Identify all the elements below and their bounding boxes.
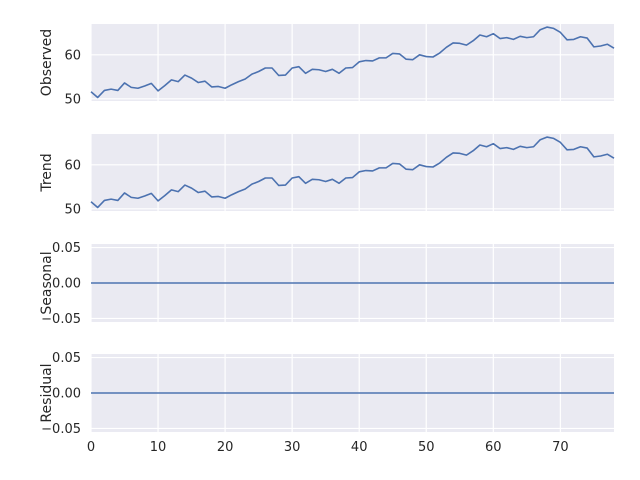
- series-line: [90, 26, 615, 99]
- x-tick-label: 70: [552, 440, 569, 455]
- panel-trend: 50 60 Trend: [39, 134, 615, 217]
- y-tick-label: 0.00: [52, 387, 81, 402]
- x-tick-label: 60: [485, 440, 502, 455]
- y-tick-label: 0.00: [52, 277, 81, 292]
- y-tick-label: 0.05: [52, 241, 81, 256]
- y-tick-label: 50: [64, 202, 81, 217]
- y-tick-label: 50: [64, 92, 81, 107]
- x-tick-label: 30: [284, 440, 301, 455]
- y-tick-label: −0.05: [41, 312, 81, 327]
- y-tick-label: 60: [64, 158, 81, 173]
- y-tick-label: 60: [64, 48, 81, 63]
- panel-observed: 50 60 Observed: [39, 24, 615, 107]
- x-tick-label: 0: [87, 440, 95, 455]
- y-axis-label: Observed: [39, 29, 55, 96]
- y-tick-label: 0.05: [52, 351, 81, 366]
- x-tick-label: 10: [150, 440, 167, 455]
- x-tick-label: 50: [418, 440, 435, 455]
- x-tick-label: 40: [351, 440, 368, 455]
- x-tick-label: 20: [217, 440, 234, 455]
- y-axis-label: Seasonal: [39, 251, 55, 314]
- y-tick-label: −0.05: [41, 422, 81, 437]
- y-axis-label: Trend: [39, 153, 55, 192]
- y-axis-label: Residual: [39, 363, 55, 422]
- series-line: [90, 136, 615, 209]
